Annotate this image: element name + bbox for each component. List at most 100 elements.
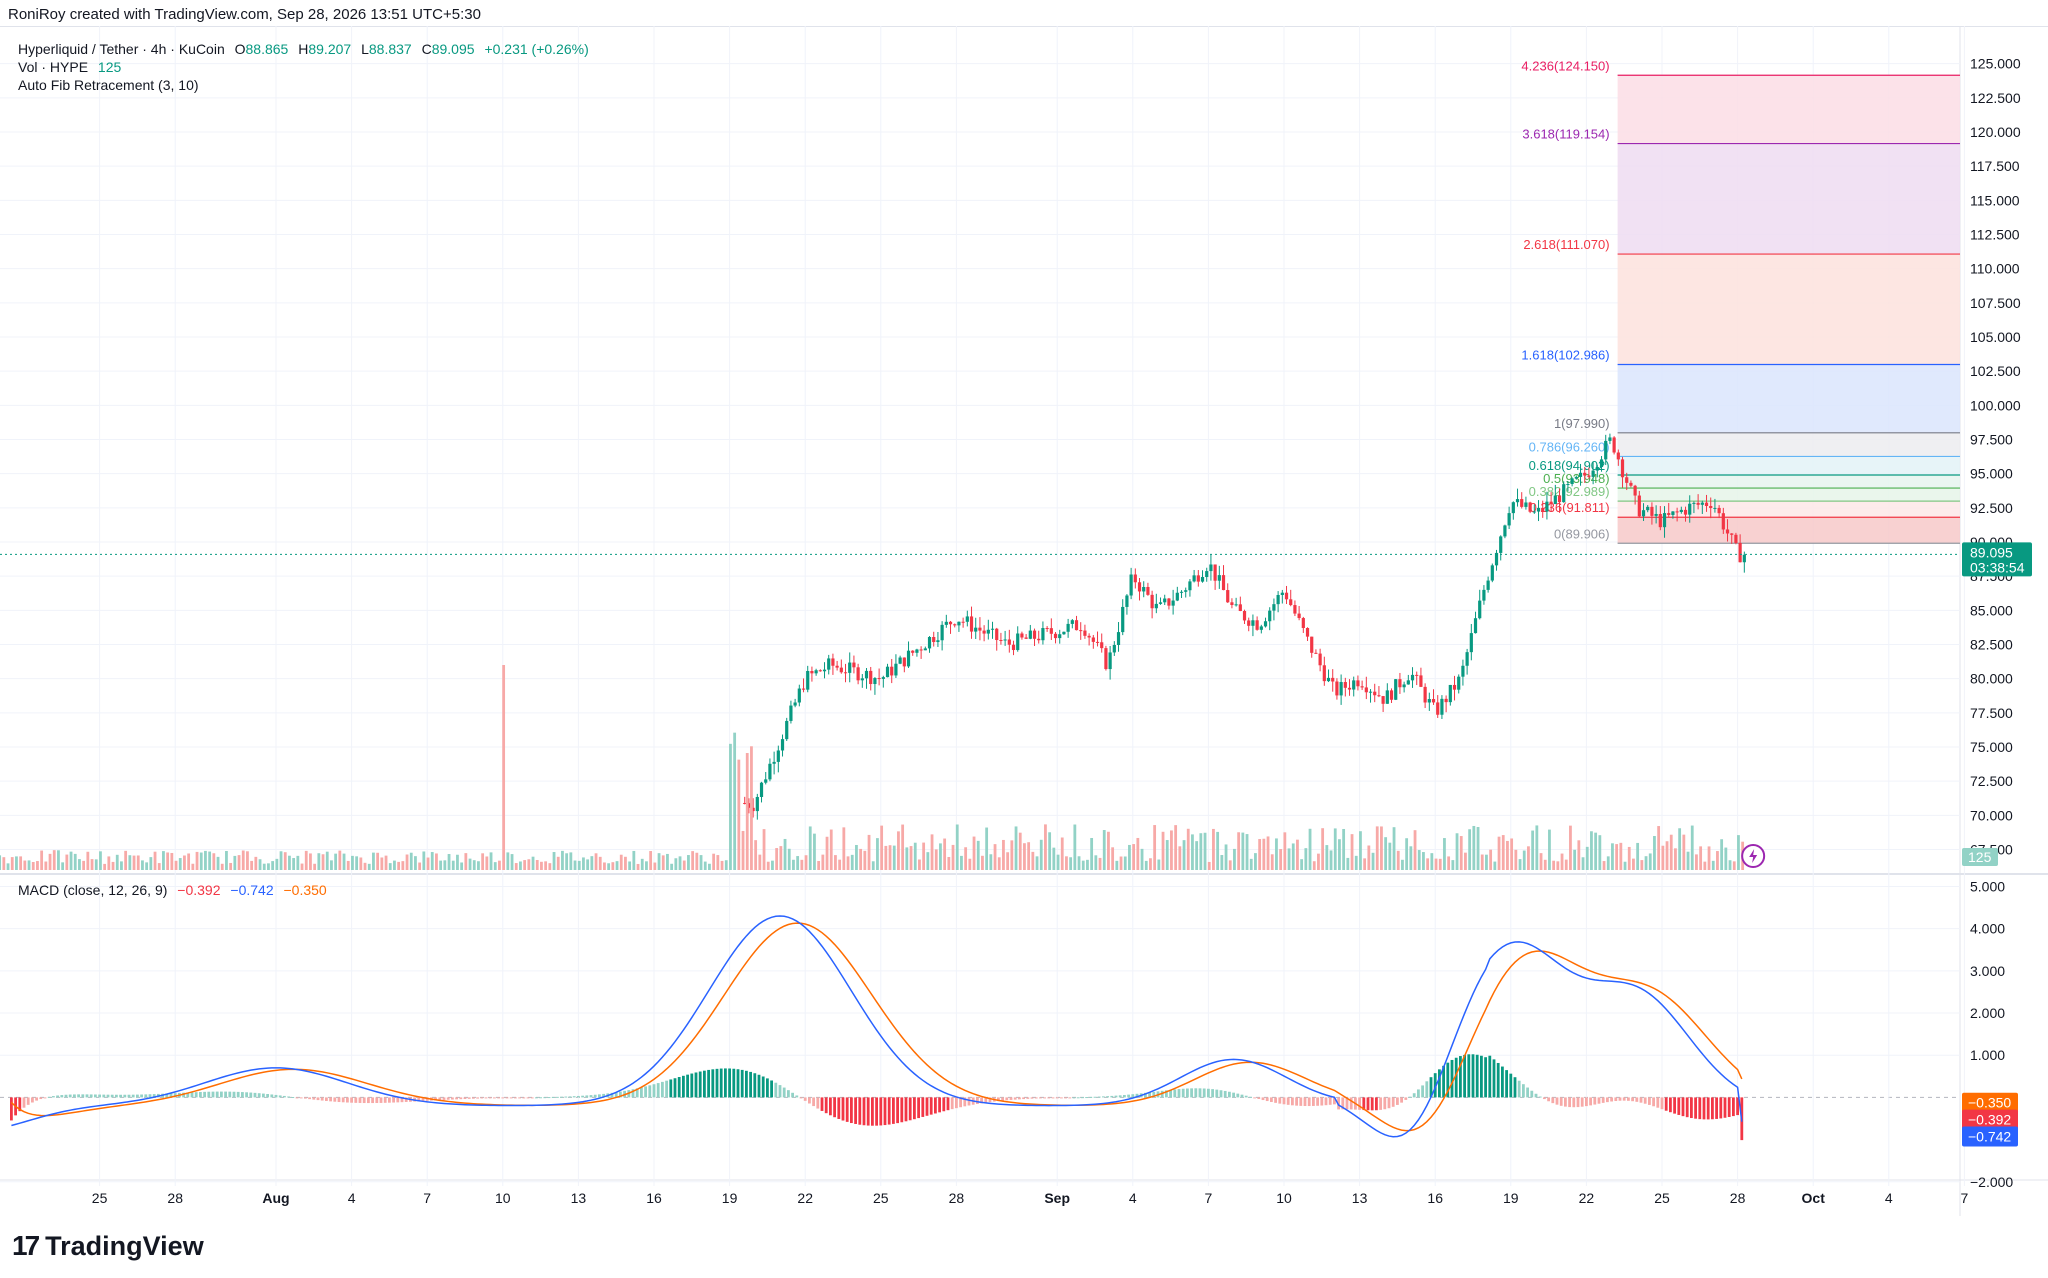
macd-badge [1962,1109,2018,1130]
macd-hist-bar [1072,1097,1076,1099]
volume-bar [1350,834,1354,870]
macd-hist-bar [505,1097,509,1099]
candle-body [906,650,911,667]
chart-canvas[interactable]: 125.000 122.500 120.000 117.500 115.000 112.5… [0,26,2048,1216]
macd-hist-bar [1639,1097,1643,1103]
tradingview-logo[interactable]: 17 TradingView [12,1230,204,1262]
macd-hist-bar [1400,1097,1403,1103]
macd-badge-value: −0.742 [1968,1128,2011,1144]
price-badge-countdown: 03:38:54 [1970,559,2025,575]
volume-bar [1018,832,1022,870]
volume-legend[interactable]: Vol · HYPE 125 [18,59,127,75]
volume-bar [1165,840,1169,870]
macd-hist-bar [148,1094,152,1098]
macd-hist-bar [1345,1097,1349,1110]
candle-body [1427,699,1431,703]
macd-hist-bar [165,1093,169,1098]
candle-body [1020,633,1024,638]
fib-legend[interactable]: Auto Fib Retracement (3, 10) [18,77,205,93]
candle-body [1461,665,1465,677]
symbol-name[interactable]: Hyperliquid / Tether · 4h · KuCoin [18,41,225,57]
symbol-legend[interactable]: Hyperliquid / Tether · 4h · KuCoin O88.8… [18,41,595,57]
macd-hist-bar [451,1097,454,1100]
macd-hist-bar [1694,1097,1697,1119]
macd-hist-bar [1152,1091,1156,1098]
candle-body [1293,605,1297,614]
volume-bar [1342,828,1346,870]
candle-body [915,649,919,653]
volume-bar [61,862,65,870]
candle-body [978,627,982,631]
volume-bar [548,863,552,870]
volume-bar [1686,851,1690,870]
volume-bar [1367,845,1371,870]
macd-hist-bar [224,1091,227,1098]
volume-bar [1237,832,1241,870]
volume-bar [1678,828,1682,870]
macd-hist-bar [1643,1097,1647,1104]
time-tick-label: Oct [1802,1190,1826,1206]
macd-hist-bar [690,1073,694,1098]
macd-hist-bar [73,1094,76,1098]
macd-hist-bar [1656,1097,1660,1108]
price-tick-label: 100.000 [1970,397,2021,413]
candle-body [1016,633,1020,651]
candle-body [1326,677,1331,682]
macd-hist-bar [283,1095,286,1098]
macd-hist-bar [745,1070,748,1098]
macd-hist-bar [736,1069,740,1098]
macd-hist-bar [1652,1097,1655,1107]
price-tick-label: 122.500 [1970,90,2021,106]
volume-bar [136,855,140,870]
macd-hist-bar [1635,1097,1639,1102]
macd-hist-bar [1543,1097,1546,1100]
macd-hist-bar [1538,1096,1542,1098]
volume-bar [561,850,564,870]
volume-bar [2,857,6,870]
volume-bar [934,849,938,870]
candle-body [1364,687,1368,693]
macd-hist-bar [1089,1096,1093,1098]
chart-frame[interactable] [0,26,2048,1217]
candle-body [1616,452,1620,460]
time-tick-label: 13 [571,1190,587,1206]
candle-body [1053,633,1058,639]
macd-hist-bar [1022,1097,1025,1100]
macd-hist-bar [102,1094,106,1098]
volume-bar [976,840,980,870]
volume-bar [229,862,233,870]
candle-body [1297,613,1301,619]
macd-hist-bar [47,1096,51,1098]
volume-bar [1594,832,1598,870]
candle-body [974,627,978,632]
volume-bar [1308,828,1312,870]
volume-bar [1333,828,1337,870]
candle-body [1646,506,1650,511]
volume-bar [1506,840,1509,870]
price-tick-label: 72.500 [1970,773,2013,789]
macd-hist-bar [476,1097,479,1099]
macd-hist-bar [123,1094,127,1098]
macd-legend[interactable]: MACD (close, 12, 26, 9) −0.392 −0.742 −0… [18,882,333,898]
macd-hist-bar [1601,1097,1605,1103]
macd-hist-bar [1114,1095,1118,1098]
price-tick-label: 112.500 [1970,227,2020,243]
candle-body [1478,600,1482,619]
macd-hist-bar [1509,1073,1513,1098]
volume-bar [1510,838,1514,870]
macd-hist-bar [564,1096,568,1098]
candle-body [1154,603,1158,609]
volume-bar [1220,855,1224,870]
volume-bar [640,858,644,870]
volume-bar [372,852,375,870]
volume-bar [153,851,157,870]
macd-hist-bar [669,1079,673,1098]
volume-series [0,665,1745,870]
low-value: 88.837 [368,41,412,57]
volume-bar [834,855,837,870]
candle-body [1494,552,1499,566]
macd-hist-bar [1341,1097,1345,1110]
candle-body [1431,699,1436,703]
macd-hist-bar [358,1097,362,1103]
macd-hist-bar [1606,1097,1609,1103]
